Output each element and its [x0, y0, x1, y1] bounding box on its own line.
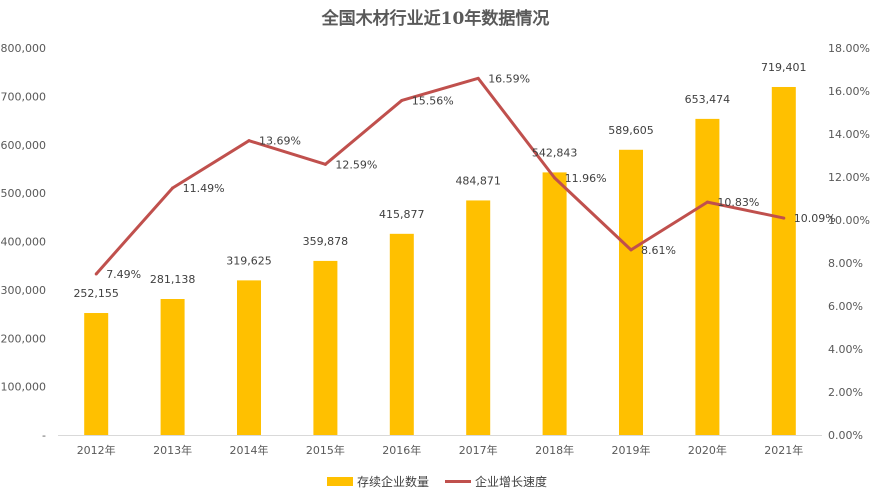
- y-right-tick-label: 8.00%: [828, 257, 863, 270]
- line-point: [323, 162, 327, 166]
- bar: [313, 260, 338, 435]
- line-data-label: 11.49%: [183, 182, 225, 195]
- y-right-tick-label: 18.00%: [828, 42, 870, 55]
- bar: [466, 200, 491, 435]
- y-left-tick-label: 800,000: [1, 42, 47, 55]
- bar-series-group: [84, 86, 796, 436]
- line-point: [476, 76, 480, 80]
- line-data-label: 13.69%: [259, 135, 301, 148]
- line-data-label: 12.59%: [335, 158, 377, 171]
- y-left-tick-label: 100,000: [1, 381, 47, 394]
- bar: [84, 313, 109, 435]
- line-series-group: [94, 76, 786, 276]
- y-left-tick-label: 600,000: [1, 139, 47, 152]
- y-left-tick-label: 300,000: [1, 284, 47, 297]
- line-point: [94, 272, 98, 276]
- y-right-tick-label: 0.00%: [828, 429, 863, 442]
- y-left-tick-label: 700,000: [1, 90, 47, 103]
- legend-label-line: 企业增长速度: [475, 474, 547, 489]
- line-point: [247, 139, 251, 143]
- bar-data-label: 415,877: [379, 208, 425, 221]
- y-left-tick-label: 500,000: [1, 187, 47, 200]
- bar: [389, 233, 414, 435]
- y-right-tick-label: 6.00%: [828, 300, 863, 313]
- x-tick-label: 2021年: [764, 443, 803, 457]
- line-point: [400, 98, 404, 102]
- line-point: [553, 176, 557, 180]
- x-tick-label: 2018年: [535, 443, 574, 457]
- axes-group: - 100,000 200,000 300,000 400,000 500,000 600,…: [1, 42, 870, 457]
- x-tick-label: 2017年: [459, 443, 498, 457]
- line-series-path: [95, 76, 785, 275]
- bar-data-label: 484,871: [455, 174, 501, 187]
- line-data-label: 10.83%: [717, 196, 759, 209]
- bar: [695, 118, 720, 435]
- data-labels-group: 252,155 281,138 319,625 359,878 415,877 484,8…: [73, 61, 835, 300]
- x-tick-label: 2016年: [382, 443, 421, 457]
- bar: [619, 149, 643, 436]
- line-point: [171, 186, 175, 190]
- bar: [771, 86, 796, 435]
- bar-data-label: 359,878: [303, 235, 349, 248]
- x-tick-label: 2020年: [688, 443, 727, 457]
- y-right-tick-label: 12.00%: [828, 171, 870, 184]
- y-left-tick-label: 200,000: [1, 332, 47, 345]
- y-right-tick-label: 10.00%: [828, 214, 870, 227]
- bar-data-label: 281,138: [150, 273, 196, 286]
- line-point: [705, 200, 709, 204]
- chart-title: 全国木材行业近10年数据情况: [321, 9, 550, 29]
- bar-data-label: 719,401: [761, 61, 807, 74]
- legend-label-bar: 存续企业数量: [357, 474, 429, 489]
- legend-swatch-bar: [327, 477, 353, 486]
- line-data-label: 10.09%: [794, 212, 836, 225]
- line-data-label: 11.96%: [565, 172, 607, 185]
- y-left-tick-label: -: [42, 429, 46, 442]
- bar-data-label: 252,155: [73, 287, 119, 300]
- y-right-tick-label: 14.00%: [828, 128, 870, 141]
- x-tick-label: 2019年: [612, 443, 651, 457]
- bar: [542, 172, 567, 435]
- bar-data-label: 589,605: [608, 124, 654, 137]
- y-left-tick-label: 400,000: [1, 236, 47, 249]
- x-tick-label: 2014年: [230, 443, 269, 457]
- line-point: [782, 216, 786, 220]
- line-data-label: 7.49%: [106, 268, 141, 281]
- line-data-label: 15.56%: [412, 94, 454, 107]
- line-data-label: 16.59%: [488, 72, 530, 85]
- x-tick-label: 2013年: [153, 443, 192, 457]
- x-tick-label: 2015年: [306, 443, 345, 457]
- y-right-tick-label: 4.00%: [828, 343, 863, 356]
- bar-data-label: 319,625: [226, 254, 272, 267]
- bar: [160, 298, 185, 435]
- y-right-tick-label: 16.00%: [828, 85, 870, 98]
- line-data-label: 8.61%: [641, 244, 676, 257]
- legend: 存续企业数量 企业增长速度: [327, 474, 547, 489]
- y-right-tick-label: 2.00%: [828, 386, 863, 399]
- bar: [237, 280, 261, 435]
- x-tick-label: 2012年: [77, 443, 116, 457]
- bar-data-label: 542,843: [532, 146, 578, 159]
- bar-data-label: 653,474: [685, 93, 731, 106]
- line-point: [629, 248, 633, 252]
